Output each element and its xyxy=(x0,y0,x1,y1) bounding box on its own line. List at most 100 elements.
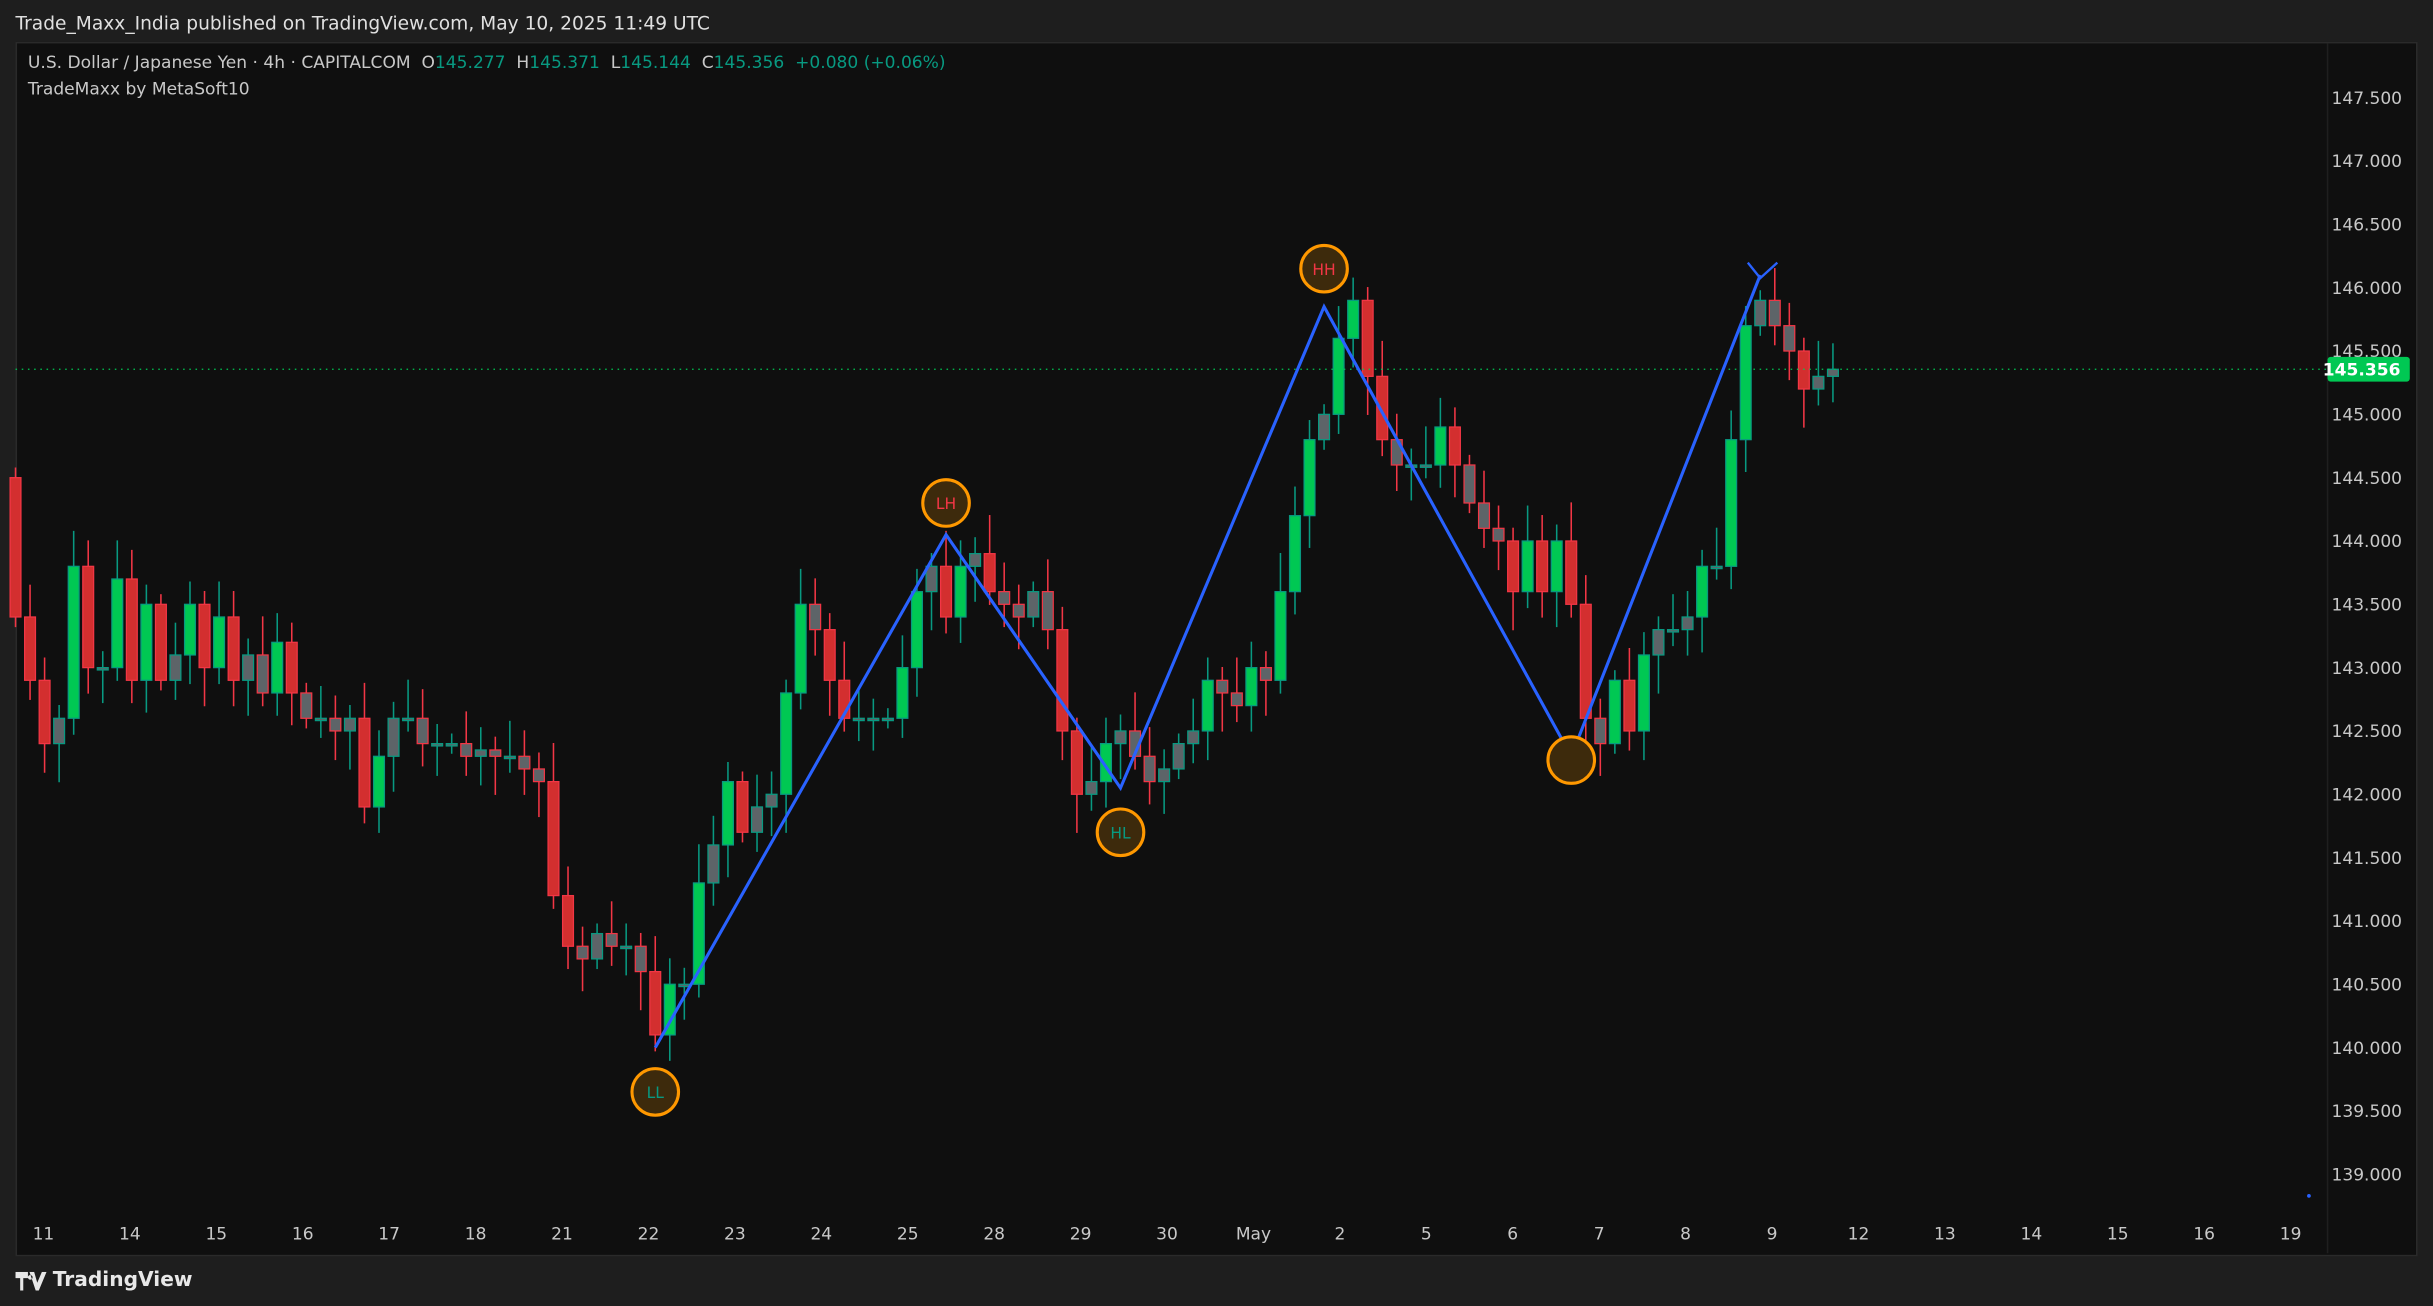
candle xyxy=(1434,397,1447,488)
swing-marker-circle xyxy=(630,1067,681,1117)
candle-body xyxy=(809,603,822,631)
candle-body xyxy=(1361,299,1374,377)
candle xyxy=(1637,632,1650,761)
candle-body xyxy=(198,603,211,669)
tradingview-logo[interactable]: TradingView xyxy=(15,1268,193,1293)
candle xyxy=(1259,651,1272,716)
candle-body xyxy=(1507,540,1520,593)
candle-body xyxy=(998,591,1011,605)
candle xyxy=(416,689,429,767)
candle-body xyxy=(954,565,967,618)
candle xyxy=(431,723,444,776)
time-tick-label: 16 xyxy=(292,1224,314,1244)
candle xyxy=(1303,420,1316,548)
candle-body xyxy=(547,780,560,897)
candle xyxy=(620,923,633,976)
candle-body xyxy=(1783,325,1796,352)
candle-body xyxy=(329,717,342,732)
candle xyxy=(1521,505,1534,609)
candle-body xyxy=(823,629,836,681)
time-tick-label: 11 xyxy=(33,1224,55,1244)
candle xyxy=(183,581,197,685)
candle xyxy=(852,689,865,742)
candle-body xyxy=(925,565,938,593)
candle xyxy=(998,562,1011,628)
candle-body xyxy=(1434,426,1447,466)
symbol-title[interactable]: U.S. Dollar / Japanese Yen · 4h · CAPITA… xyxy=(27,52,411,73)
candle xyxy=(591,923,604,970)
candle xyxy=(867,698,880,751)
candle xyxy=(1070,717,1083,833)
current-price-badge xyxy=(2327,356,2410,382)
candle-body xyxy=(707,844,720,884)
candle xyxy=(809,578,822,656)
time-tick-label: 24 xyxy=(810,1224,832,1244)
candle xyxy=(1812,340,1825,406)
candle xyxy=(1448,407,1461,498)
price-tick-label: 140.000 xyxy=(2332,1039,2403,1059)
swing-marker-circle xyxy=(1095,807,1146,858)
candle xyxy=(1085,746,1098,811)
price-tick-label: 142.500 xyxy=(2332,722,2403,742)
candle xyxy=(445,733,458,754)
candle xyxy=(372,730,386,833)
candle xyxy=(329,695,342,761)
candle-body xyxy=(1143,755,1156,783)
candle xyxy=(9,467,22,628)
logo-text: TradingView xyxy=(52,1268,193,1293)
candle-body xyxy=(358,717,371,808)
candle-body xyxy=(591,932,604,960)
close-value: 145.356 xyxy=(713,52,785,73)
candle-body xyxy=(1230,692,1243,707)
candle xyxy=(1783,302,1796,381)
candle xyxy=(1099,717,1113,808)
low-value: 145.144 xyxy=(620,52,691,73)
candle-body xyxy=(140,603,153,681)
price-tick-label: 141.000 xyxy=(2332,912,2403,932)
candle-body xyxy=(881,717,894,722)
time-tick-label: 30 xyxy=(1156,1224,1178,1244)
candle xyxy=(1536,515,1549,618)
candle xyxy=(1710,527,1723,580)
candle xyxy=(53,704,66,783)
time-tick-label: 8 xyxy=(1680,1224,1691,1244)
candle-body xyxy=(387,717,400,757)
candle xyxy=(896,635,909,738)
candle xyxy=(256,616,269,707)
chart-pane[interactable] xyxy=(15,41,2418,1257)
candle-body xyxy=(154,603,167,681)
candle xyxy=(1550,524,1563,628)
candle-body xyxy=(794,603,807,694)
price-tick-label: 143.000 xyxy=(2332,659,2403,679)
candle-body xyxy=(1114,730,1127,745)
tradingview-logo-icon xyxy=(15,1271,47,1290)
candle-body xyxy=(1187,730,1200,745)
candle xyxy=(605,901,618,966)
candle-body xyxy=(474,749,487,757)
indicator-legend[interactable]: TradeMaxx by MetaSoft10 xyxy=(27,79,250,100)
current-price-label: 145.356 xyxy=(2323,360,2401,380)
candle xyxy=(547,742,560,909)
candle-body xyxy=(969,553,982,567)
candle-body xyxy=(1259,667,1272,681)
candle-body xyxy=(605,932,618,947)
candle xyxy=(1245,641,1258,732)
candle-body xyxy=(1463,464,1476,504)
open-value: 145.277 xyxy=(434,52,506,73)
candle-body xyxy=(67,565,80,719)
candle-body xyxy=(1027,591,1040,618)
swing-label-text: LH xyxy=(936,495,956,513)
candle-body xyxy=(780,692,793,795)
price-tick-label: 142.000 xyxy=(2332,785,2403,805)
swing-label-text: HL xyxy=(1110,824,1131,842)
candle-body xyxy=(867,717,880,722)
close-label: C xyxy=(701,52,714,73)
price-tick-label: 141.500 xyxy=(2332,849,2403,869)
candle-body xyxy=(1274,591,1287,681)
candle xyxy=(1768,268,1781,346)
time-tick-label: 25 xyxy=(897,1224,919,1244)
candle xyxy=(271,613,284,716)
candle-body xyxy=(1652,629,1665,656)
candle xyxy=(1594,698,1607,776)
